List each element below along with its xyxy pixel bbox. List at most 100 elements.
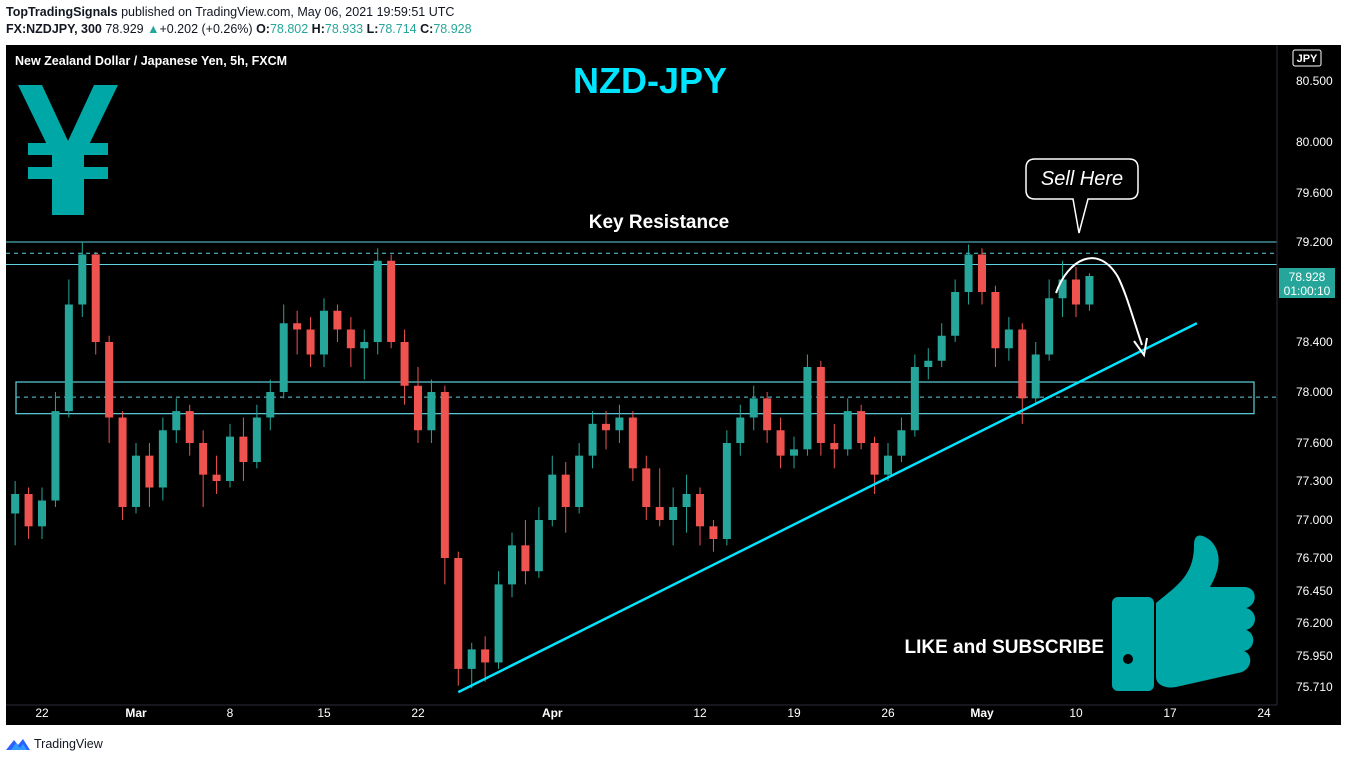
candle-body xyxy=(132,455,140,507)
price-tick-label: 76.450 xyxy=(1296,584,1333,598)
time-tick-label: 15 xyxy=(317,706,331,720)
footer[interactable]: TradingView xyxy=(6,736,103,752)
candle-body xyxy=(776,430,785,456)
candle-body xyxy=(1045,298,1054,355)
time-tick-label: May xyxy=(970,706,994,720)
candle-body xyxy=(414,385,422,431)
like-subscribe-label: LIKE and SUBSCRIBE xyxy=(904,637,1104,658)
candle-body xyxy=(1085,276,1094,305)
candle-body xyxy=(548,474,557,520)
time-tick-label: 8 xyxy=(227,706,234,720)
price-tick-label: 77.600 xyxy=(1296,436,1333,450)
currency-code: JPY xyxy=(1297,53,1318,65)
time-tick-label: 26 xyxy=(881,706,895,720)
candle-body xyxy=(830,443,839,450)
price-tick-label: 78.000 xyxy=(1296,385,1333,399)
time-tick-label: 19 xyxy=(787,706,801,720)
price-chart[interactable]: New Zealand Dollar / Japanese Yen, 5h, F… xyxy=(0,45,1341,725)
thumbs-up-icon[interactable] xyxy=(1112,535,1255,692)
candle-body xyxy=(212,474,221,481)
candle-body xyxy=(320,310,328,355)
candle-body xyxy=(790,449,798,456)
candle-body xyxy=(870,443,879,475)
time-tick-label: 22 xyxy=(411,706,425,720)
low-value: 78.714 xyxy=(378,22,417,36)
candle-body xyxy=(602,423,610,431)
candle-body xyxy=(1004,329,1013,349)
time-axis[interactable]: 22 Mar 8 15 22 Apr 12 19 26 May 10 17 24 xyxy=(35,706,1271,720)
candle-body xyxy=(91,254,100,342)
time-tick-label: Apr xyxy=(542,706,563,720)
time-tick-label: 12 xyxy=(693,706,707,720)
candle-body xyxy=(897,430,906,456)
candle-body xyxy=(1058,279,1067,299)
candle-body xyxy=(38,500,46,527)
price-tick-label: 79.200 xyxy=(1296,235,1333,249)
candle-body xyxy=(749,398,758,418)
chart-panel[interactable]: New Zealand Dollar / Japanese Yen, 5h, F… xyxy=(0,45,1341,725)
candle-body xyxy=(387,260,396,342)
close-value: 78.928 xyxy=(433,22,472,36)
price-tick-label: 80.000 xyxy=(1296,135,1333,149)
candle-body xyxy=(816,367,825,443)
candle-body xyxy=(494,584,503,663)
tradingview-logo-icon xyxy=(6,739,30,750)
price-tick-label: 77.300 xyxy=(1296,474,1333,488)
high-value: 78.933 xyxy=(324,22,364,36)
candles-layer xyxy=(0,242,1094,689)
open-label: O: xyxy=(256,22,270,36)
candle-body xyxy=(763,398,772,431)
time-tick-label: 17 xyxy=(1163,706,1177,720)
candle-body xyxy=(185,411,194,443)
candle-body xyxy=(709,526,718,539)
yen-icon xyxy=(18,85,118,215)
candle-body xyxy=(736,417,745,443)
candle-body xyxy=(521,545,530,572)
candle-body xyxy=(669,507,678,520)
key-resistance-label: Key Resistance xyxy=(589,212,729,233)
publisher-name[interactable]: TopTradingSignals xyxy=(6,5,118,19)
candle-body xyxy=(239,436,248,462)
price-tick-label: 77.000 xyxy=(1296,513,1333,527)
candle-body xyxy=(373,260,382,342)
candle-body xyxy=(722,443,731,539)
low-label: L: xyxy=(366,22,379,36)
change-value: +0.202 (+0.26%) xyxy=(159,22,253,36)
candle-body xyxy=(199,443,208,475)
candle-body xyxy=(360,342,369,349)
up-arrow-icon: ▲ xyxy=(147,22,160,36)
symbol-label: FX:NZDJPY, 300 xyxy=(6,22,102,36)
candle-body xyxy=(910,367,919,431)
candle-body xyxy=(440,392,449,558)
last-price: 78.929 xyxy=(105,22,144,36)
countdown-value: 01:00:10 xyxy=(1284,284,1331,298)
candle-body xyxy=(682,494,691,507)
candle-body xyxy=(696,494,704,527)
candle-body xyxy=(937,335,946,361)
candle-body xyxy=(1072,279,1080,305)
candle-body xyxy=(843,411,852,450)
candle-body xyxy=(293,323,302,330)
candle-body xyxy=(346,329,355,349)
trendline[interactable] xyxy=(457,322,1198,694)
open-value: 78.802 xyxy=(269,22,309,36)
high-label: H: xyxy=(311,22,325,36)
candle-body xyxy=(924,360,933,367)
candle-body xyxy=(857,411,866,443)
close-label: C: xyxy=(420,22,434,36)
price-tick-label: 76.200 xyxy=(1296,616,1333,630)
current-price-tag: 78.928 01:00:10 xyxy=(1279,268,1335,298)
price-axis[interactable]: 80.500 80.000 79.600 79.200 78.400 78.000 77.6… xyxy=(1296,74,1333,694)
publish-info: TopTradingSignals published on TradingVi… xyxy=(6,5,454,19)
candle-body xyxy=(24,494,33,527)
footer-brand: TradingView xyxy=(34,737,103,751)
sell-here-callout: Sell Here xyxy=(1025,158,1139,234)
candle-body xyxy=(951,292,960,336)
candle-body xyxy=(467,649,476,669)
candle-body xyxy=(11,494,20,514)
candle-body xyxy=(642,468,651,507)
candle-body xyxy=(803,367,812,450)
candle-body xyxy=(615,417,624,431)
candle-body xyxy=(252,417,261,462)
price-tick-label: 80.500 xyxy=(1296,74,1333,88)
